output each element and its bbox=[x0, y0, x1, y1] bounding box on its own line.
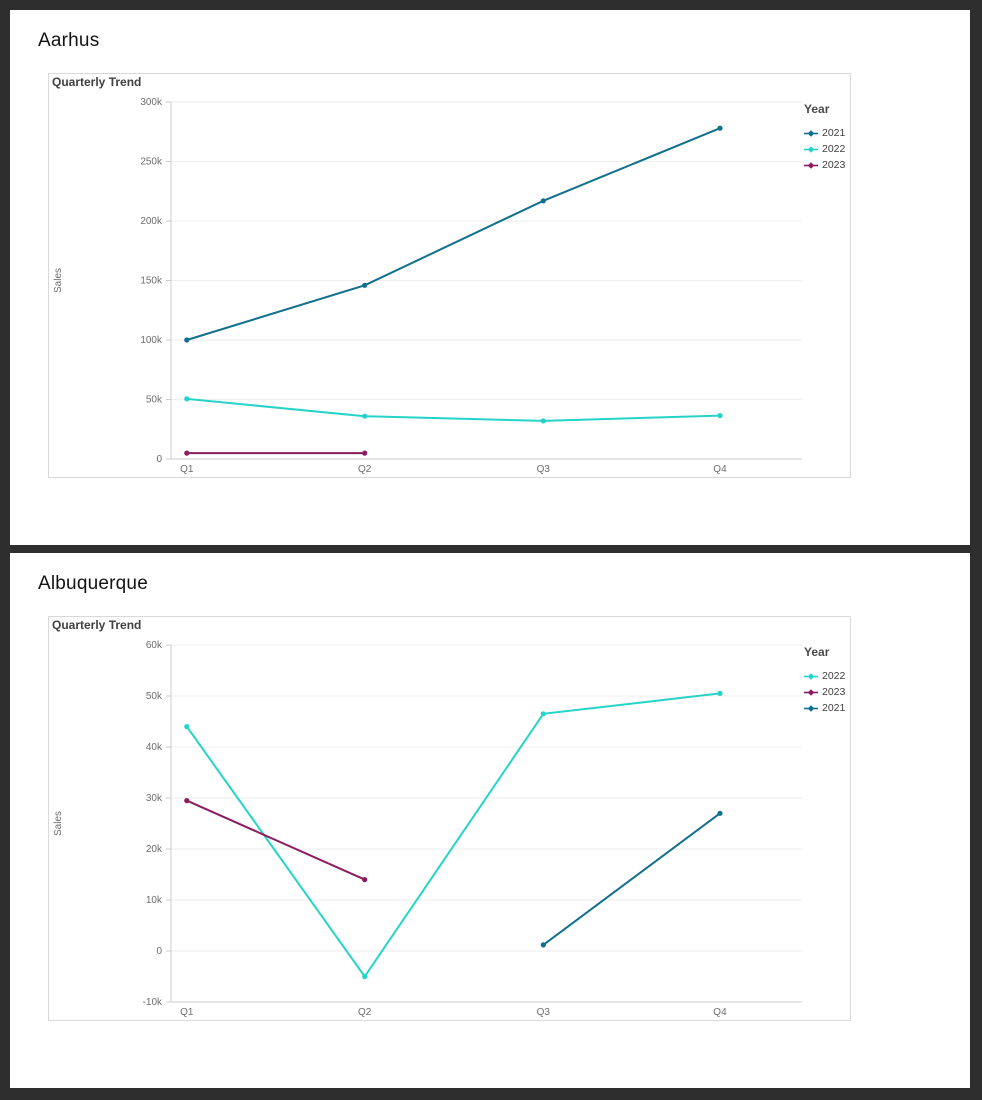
panel-title: Aarhus bbox=[38, 30, 100, 51]
legend-marker-icon bbox=[804, 161, 818, 169]
chart-title: Quarterly Trend bbox=[52, 75, 142, 89]
legend-item-2022[interactable]: 2022 bbox=[804, 668, 850, 684]
gridlines bbox=[171, 101, 802, 400]
y-tick-label: 200k bbox=[140, 216, 163, 227]
y-tick-label: 30k bbox=[146, 793, 163, 804]
y-tick-label: 10k bbox=[146, 895, 163, 906]
dashboard: Aarhus Quarterly Trend 0 50k 100k 150k 200k 2… bbox=[10, 10, 982, 1088]
axes bbox=[166, 644, 802, 1003]
data-point[interactable] bbox=[540, 418, 546, 424]
data-point[interactable] bbox=[362, 877, 368, 883]
axes bbox=[166, 101, 802, 460]
series-2021[interactable] bbox=[540, 810, 723, 948]
chart-card: Quarterly Trend -10k 0 10k 20k 30k 40k 50k 60k Q… bbox=[48, 616, 851, 1021]
data-point[interactable] bbox=[717, 125, 723, 131]
y-axis-title: Sales bbox=[53, 811, 64, 836]
quarterly-trend-line-chart[interactable]: 0 50k 100k 150k 200k 250k 300k Q1 Q2 Q3 Q4 Sales bbox=[49, 74, 850, 477]
series-line[interactable] bbox=[185, 127, 721, 341]
legend: Year 2021 2022 2023 bbox=[804, 102, 850, 173]
legend-title: Year bbox=[804, 102, 830, 116]
data-point[interactable] bbox=[540, 198, 546, 204]
series-2022[interactable] bbox=[184, 396, 723, 424]
legend-item-label: 2022 bbox=[822, 670, 846, 682]
series-line[interactable] bbox=[542, 812, 721, 946]
legend-item-2021[interactable]: 2021 bbox=[804, 125, 850, 141]
panel-title: Albuquerque bbox=[38, 573, 148, 594]
x-tick-label: Q1 bbox=[180, 1007, 194, 1018]
y-tick-label: 300k bbox=[140, 97, 163, 108]
legend-item-2023[interactable]: 2023 bbox=[804, 684, 850, 700]
data-point[interactable] bbox=[184, 337, 190, 343]
y-tick-label: 0 bbox=[156, 454, 162, 465]
legend-marker-icon bbox=[804, 129, 818, 137]
x-tick-label: Q2 bbox=[358, 464, 372, 475]
data-point[interactable] bbox=[717, 413, 723, 419]
legend-marker-icon bbox=[804, 145, 818, 153]
panel-albuquerque: Albuquerque Quarterly Trend -10k 0 10k 20k 3… bbox=[10, 553, 970, 1088]
y-tick-label: 40k bbox=[146, 742, 163, 753]
legend-item-label: 2023 bbox=[822, 159, 846, 171]
legend-title: Year bbox=[804, 645, 830, 659]
data-point[interactable] bbox=[184, 396, 190, 402]
y-tick-label: 0 bbox=[156, 946, 162, 957]
panel-aarhus: Aarhus Quarterly Trend 0 50k 100k 150k 200k 2… bbox=[10, 10, 970, 545]
data-point[interactable] bbox=[540, 942, 546, 948]
y-tick-label: 60k bbox=[146, 640, 163, 651]
y-tick-label: 50k bbox=[146, 691, 163, 702]
x-tick-label: Q2 bbox=[358, 1007, 372, 1018]
data-point[interactable] bbox=[540, 711, 546, 717]
data-point[interactable] bbox=[362, 973, 368, 980]
data-point[interactable] bbox=[184, 724, 190, 730]
data-point[interactable] bbox=[184, 450, 190, 456]
data-point[interactable] bbox=[362, 413, 368, 419]
data-point[interactable] bbox=[717, 690, 723, 696]
legend: Year 2022 2023 2021 bbox=[804, 645, 850, 716]
x-tick-label: Q3 bbox=[537, 464, 551, 475]
legend-item-2022[interactable]: 2022 bbox=[804, 141, 850, 157]
series-line[interactable] bbox=[185, 397, 721, 422]
chart-title: Quarterly Trend bbox=[52, 618, 142, 632]
y-axis-title: Sales bbox=[53, 268, 64, 293]
legend-items: 2021 2022 2023 bbox=[804, 125, 850, 173]
series-2023[interactable] bbox=[184, 450, 368, 456]
y-tick-label: 150k bbox=[140, 276, 163, 287]
y-tick-label: -10k bbox=[143, 997, 163, 1008]
data-point[interactable] bbox=[717, 810, 723, 816]
series-line[interactable] bbox=[185, 692, 721, 979]
legend-item-label: 2021 bbox=[822, 127, 846, 139]
axis-labels: -10k 0 10k 20k 30k 40k 50k 60k Q1 Q2 Q3 Q4 Sales bbox=[53, 640, 727, 1018]
y-tick-label: 250k bbox=[140, 157, 163, 168]
data-point[interactable] bbox=[362, 450, 368, 456]
x-tick-label: Q4 bbox=[713, 1007, 727, 1018]
legend-item-label: 2022 bbox=[822, 143, 846, 155]
x-tick-label: Q1 bbox=[180, 464, 194, 475]
legend-marker-icon bbox=[804, 704, 818, 712]
legend-item-2023[interactable]: 2023 bbox=[804, 157, 850, 173]
x-tick-label: Q3 bbox=[537, 1007, 551, 1018]
y-tick-label: 50k bbox=[146, 395, 163, 406]
data-point[interactable] bbox=[362, 282, 368, 288]
quarterly-trend-line-chart[interactable]: -10k 0 10k 20k 30k 40k 50k 60k Q1 Q2 Q3 Q4 Sales bbox=[49, 617, 850, 1020]
legend-marker-icon bbox=[804, 688, 818, 696]
series-line[interactable] bbox=[185, 799, 366, 881]
axis-labels: 0 50k 100k 150k 200k 250k 300k Q1 Q2 Q3 Q4 Sales bbox=[53, 97, 727, 475]
legend-item-label: 2021 bbox=[822, 702, 846, 714]
data-point[interactable] bbox=[184, 798, 190, 804]
series-2023[interactable] bbox=[184, 798, 368, 883]
x-tick-label: Q4 bbox=[713, 464, 727, 475]
legend-item-label: 2023 bbox=[822, 686, 846, 698]
legend-item-2021[interactable]: 2021 bbox=[804, 700, 850, 716]
series-2022[interactable] bbox=[184, 690, 723, 980]
chart-card: Quarterly Trend 0 50k 100k 150k 200k 250k 300k… bbox=[48, 73, 851, 478]
legend-items: 2022 2023 2021 bbox=[804, 668, 850, 716]
y-tick-label: 20k bbox=[146, 844, 163, 855]
series-2021[interactable] bbox=[184, 125, 723, 343]
y-tick-label: 100k bbox=[140, 335, 163, 346]
legend-marker-icon bbox=[804, 672, 818, 680]
